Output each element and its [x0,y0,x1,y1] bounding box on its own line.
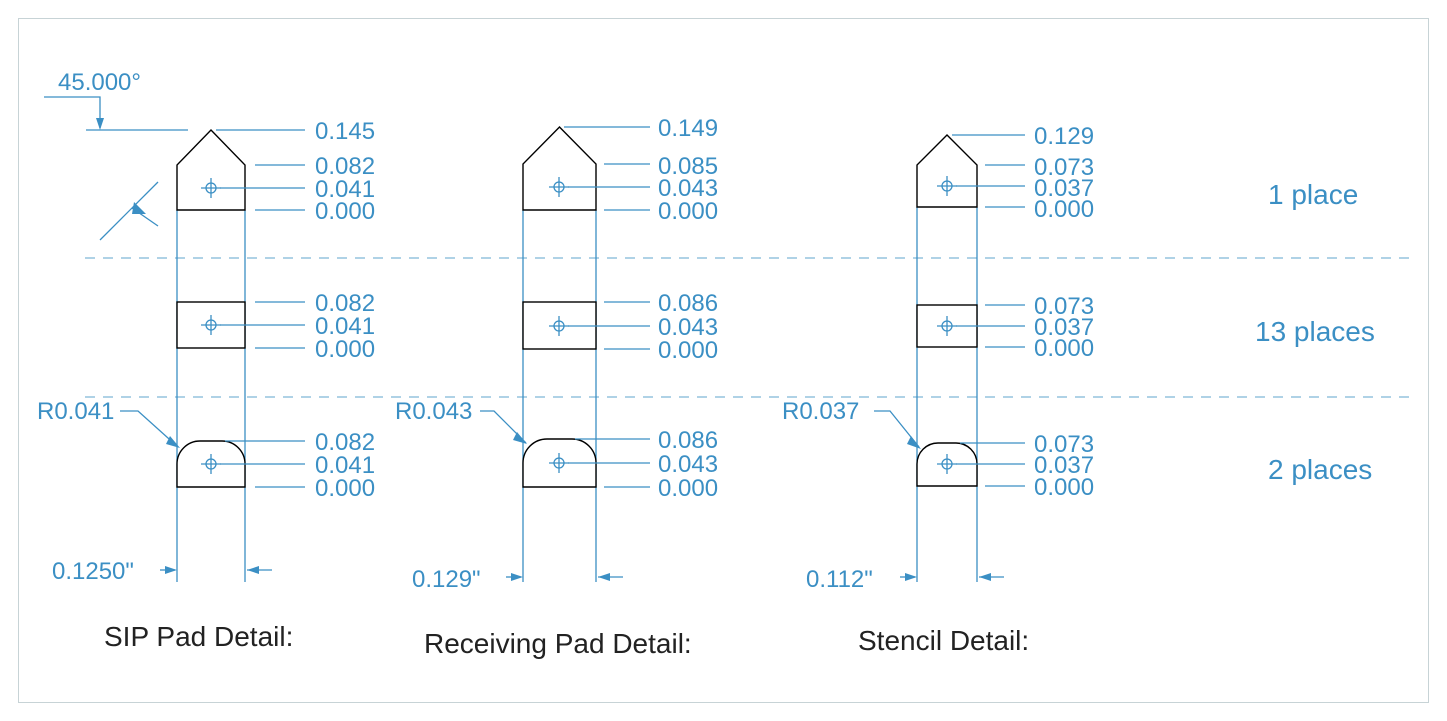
radius-arrow [513,432,527,444]
pad-center-mark [549,453,569,473]
radius-leader [120,410,179,448]
dimension-value: 0.000 [1034,335,1094,362]
radius-arrow [166,436,180,448]
pointed-pad [916,134,978,208]
pad-center-mark [937,316,957,336]
dimension-value: 0.149 [658,115,718,142]
dimension-value: 0.129 [1034,123,1094,150]
radius-arrow [907,436,921,449]
dimension-value: 0.000 [1034,196,1094,223]
pad-center-mark [549,316,569,336]
detail-title: Stencil Detail: [858,625,1029,656]
angle-dimension: 45.000° [44,69,188,241]
width-arrow-right [979,573,991,581]
pad-center-mark [201,178,221,198]
radius-label: R0.037 [782,398,859,425]
dimension-value: 0.037 [1034,314,1094,341]
dimension-value: 0.037 [1034,452,1094,479]
angle-arrow-bottom [132,202,146,214]
dimension-value: 0.086 [658,290,718,317]
row-label-3: 2 places [1268,454,1372,485]
dimension-value: 0.086 [658,427,718,454]
row-label-2: 13 places [1255,316,1375,347]
dimension-value: 0.085 [658,153,718,180]
radius-leader [874,410,920,448]
radius-leader [480,410,527,444]
dimension-value: 0.082 [315,429,375,456]
detail-sip: 0.145 0.082 0.041 0.000 0.082 0.041 0.00… [37,118,375,652]
dimension-value: 0.000 [658,198,718,225]
row-label-1: 1 place [1268,179,1358,210]
detail-title: SIP Pad Detail: [104,621,293,652]
dimension-value: 0.145 [315,118,375,145]
dimension-value: 0.073 [1034,293,1094,320]
pad-center-mark [201,315,221,335]
width-label: 0.112" [806,566,873,593]
detail-stencil: 0.129 0.073 0.037 0.000 0.073 0.037 0.00… [782,123,1094,656]
width-arrow-right [247,566,259,574]
pad-center-mark [937,176,957,196]
dimension-value: 0.073 [1034,154,1094,181]
pad-center-mark [549,177,569,197]
dimension-value: 0.082 [315,290,375,317]
angle-arrow-top [96,118,104,130]
dimension-value: 0.000 [1034,474,1094,501]
width-arrow-right [598,573,610,581]
dimension-value: 0.000 [315,336,375,363]
detail-title: Receiving Pad Detail: [424,628,692,659]
dimension-value: 0.000 [658,475,718,502]
angle-label: 45.000° [58,69,141,96]
drawing-frame [18,18,1429,703]
dimension-value: 0.043 [658,314,718,341]
dimension-value: 0.082 [315,153,375,180]
dimension-value: 0.000 [658,337,718,364]
dimension-value: 0.037 [1034,175,1094,202]
radius-label: R0.041 [37,398,114,425]
radius-label: R0.043 [395,398,472,425]
dimension-value: 0.073 [1034,431,1094,458]
width-arrow-left [165,566,177,574]
pad-center-mark [201,454,221,474]
dimension-value: 0.043 [658,451,718,478]
dimension-value: 0.043 [658,175,718,202]
width-label: 0.129" [412,566,481,593]
width-arrow-left [905,573,917,581]
detail-receiving: 0.149 0.085 0.043 0.000 0.086 0.043 0.00… [395,115,718,659]
dimension-value: 0.041 [315,452,375,479]
angle-leader-diagonal [99,181,159,241]
dimension-value: 0.041 [315,176,375,203]
dimension-value: 0.041 [315,313,375,340]
angle-leader [44,96,101,128]
pad-center-mark [937,454,957,474]
pointed-pad [176,128,246,211]
width-label: 0.1250" [52,558,134,585]
pointed-pad [522,126,597,211]
dimension-value: 0.000 [315,198,375,225]
dimension-value: 0.000 [315,475,375,502]
width-arrow-left [511,573,523,581]
